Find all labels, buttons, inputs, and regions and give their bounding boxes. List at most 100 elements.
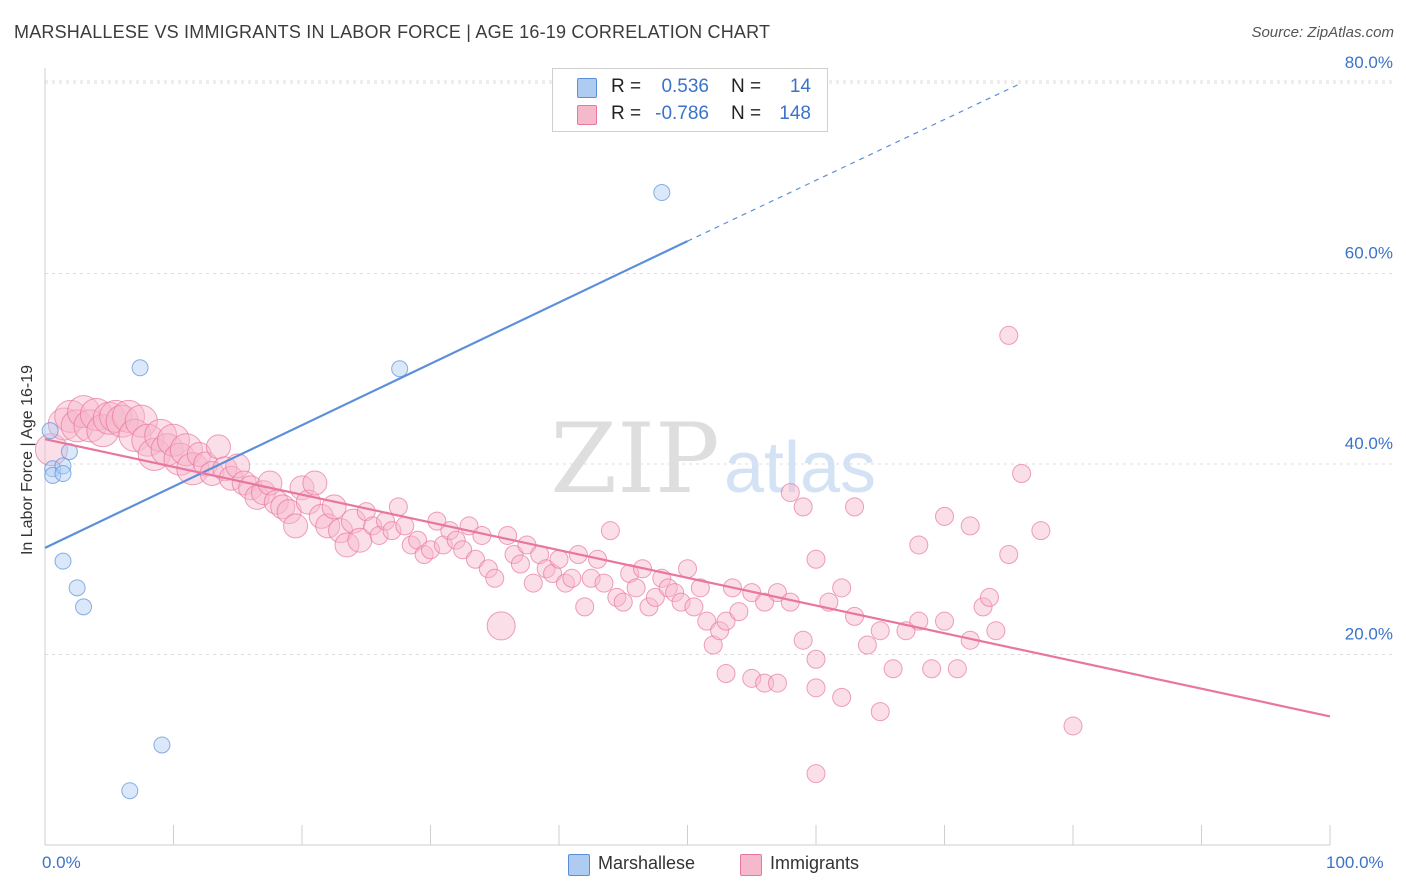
stat-n-value: 14 bbox=[789, 76, 811, 97]
data-point-immigrants bbox=[1031, 521, 1051, 541]
stat-r-value: -0.786 bbox=[655, 103, 709, 124]
data-point-immigrants bbox=[1012, 464, 1032, 484]
watermark: ZIP atlas bbox=[550, 403, 876, 515]
data-point-immigrants bbox=[124, 404, 158, 438]
data-point-immigrants bbox=[755, 592, 775, 612]
data-point-immigrants bbox=[543, 564, 563, 584]
data-point-immigrants bbox=[742, 668, 762, 688]
data-point-immigrants bbox=[594, 573, 614, 593]
stat-swatch-marshallese bbox=[577, 78, 597, 98]
data-point-marshallese bbox=[54, 552, 72, 570]
data-point-immigrants bbox=[465, 549, 485, 569]
data-point-immigrants bbox=[690, 578, 710, 598]
data-point-immigrants bbox=[433, 535, 453, 555]
data-point-immigrants bbox=[446, 530, 466, 550]
data-point-immigrants bbox=[478, 559, 498, 579]
stat-swatch-immigrants bbox=[577, 105, 597, 125]
y-tick-label: 60.0% bbox=[1345, 244, 1393, 263]
data-point-immigrants bbox=[485, 568, 505, 588]
data-point-immigrants bbox=[395, 516, 415, 536]
data-point-immigrants bbox=[645, 587, 665, 607]
trend-line-marshallese bbox=[44, 240, 688, 549]
data-point-immigrants bbox=[1063, 716, 1083, 736]
stat-row-immigrants: R = -0.786 N = 148 bbox=[553, 101, 827, 127]
x-tick-label-max: 100.0% bbox=[1326, 853, 1384, 872]
data-point-immigrants bbox=[973, 597, 993, 617]
data-point-immigrants bbox=[137, 437, 171, 471]
stat-n-label: N = bbox=[731, 76, 762, 97]
legend-swatch-immigrants bbox=[740, 854, 762, 876]
data-point-immigrants bbox=[295, 489, 321, 515]
data-point-immigrants bbox=[780, 483, 800, 503]
data-point-immigrants bbox=[883, 659, 903, 679]
data-point-immigrants bbox=[870, 621, 890, 641]
y-axis-label: In Labor Force | Age 16-19 bbox=[19, 364, 36, 556]
x-tick-label-min: 0.0% bbox=[42, 853, 81, 872]
data-point-immigrants bbox=[193, 451, 219, 477]
legend-label-marshallese: Marshallese bbox=[598, 853, 696, 873]
data-point-immigrants bbox=[600, 521, 620, 541]
data-point-immigrants bbox=[408, 530, 428, 550]
data-point-immigrants bbox=[986, 621, 1006, 641]
data-point-immigrants bbox=[562, 568, 582, 588]
grid-layer bbox=[44, 68, 1392, 846]
data-point-marshallese bbox=[391, 360, 409, 378]
data-point-immigrants bbox=[575, 597, 595, 617]
data-point-marshallese bbox=[44, 460, 62, 478]
data-point-immigrants bbox=[363, 516, 383, 536]
data-point-immigrants bbox=[832, 578, 852, 598]
data-point-immigrants bbox=[979, 587, 999, 607]
data-point-immigrants bbox=[626, 578, 646, 598]
data-point-immigrants bbox=[845, 497, 865, 517]
data-point-immigrants bbox=[922, 659, 942, 679]
data-point-immigrants bbox=[767, 673, 787, 693]
data-point-immigrants bbox=[806, 764, 826, 784]
stat-r-label: R = bbox=[611, 103, 642, 124]
trend-line-immigrants bbox=[44, 438, 1331, 718]
data-point-immigrants bbox=[105, 404, 139, 438]
source-label: Source: ZipAtlas.com bbox=[1251, 24, 1394, 41]
data-point-immigrants bbox=[315, 513, 341, 539]
data-point-immigrants bbox=[806, 549, 826, 569]
data-point-immigrants bbox=[697, 611, 717, 631]
data-point-immigrants bbox=[665, 583, 685, 603]
correlation-stats-box: R = 0.536 N = 14 R = -0.786 N = 148 bbox=[552, 68, 828, 132]
data-point-immigrants bbox=[793, 497, 813, 517]
trend-extension-marshallese bbox=[687, 82, 1022, 242]
data-point-immigrants bbox=[832, 687, 852, 707]
data-point-immigrants bbox=[947, 659, 967, 679]
data-point-immigrants bbox=[793, 630, 813, 650]
data-point-immigrants bbox=[716, 611, 736, 631]
data-point-immigrants bbox=[112, 399, 146, 433]
chart-title: MARSHALLESE VS IMMIGRANTS IN LABOR FORCE… bbox=[14, 22, 771, 42]
data-point-immigrants bbox=[382, 521, 402, 541]
watermark-atlas: atlas bbox=[724, 428, 876, 508]
data-point-immigrants bbox=[169, 433, 203, 467]
data-point-immigrants bbox=[205, 434, 231, 460]
data-point-marshallese bbox=[54, 465, 72, 483]
watermark-zip: ZIP bbox=[550, 403, 719, 515]
data-point-immigrants bbox=[806, 649, 826, 669]
data-point-immigrants bbox=[581, 568, 601, 588]
data-point-immigrants bbox=[960, 516, 980, 536]
stat-n-label: N = bbox=[731, 103, 762, 124]
data-point-immigrants bbox=[369, 525, 389, 545]
data-point-immigrants bbox=[510, 554, 530, 574]
data-point-immigrants bbox=[710, 621, 730, 641]
data-point-immigrants bbox=[225, 453, 251, 479]
series-layer bbox=[34, 184, 1083, 800]
data-point-immigrants bbox=[334, 532, 360, 558]
data-point-immigrants bbox=[486, 611, 516, 641]
data-point-immigrants bbox=[453, 540, 473, 560]
data-point-immigrants bbox=[54, 399, 88, 433]
data-point-immigrants bbox=[186, 441, 212, 467]
data-point-immigrants bbox=[935, 611, 954, 631]
data-point-immigrants bbox=[308, 503, 334, 529]
y-tick-label: 40.0% bbox=[1345, 434, 1393, 453]
data-point-immigrants bbox=[613, 592, 633, 612]
stat-r-value: 0.536 bbox=[661, 76, 709, 97]
data-point-marshallese bbox=[131, 359, 149, 377]
y-tick-labels: 20.0% 40.0% 60.0% 80.0% bbox=[1345, 53, 1393, 644]
data-point-immigrants bbox=[999, 325, 1019, 345]
data-point-marshallese bbox=[653, 184, 671, 202]
